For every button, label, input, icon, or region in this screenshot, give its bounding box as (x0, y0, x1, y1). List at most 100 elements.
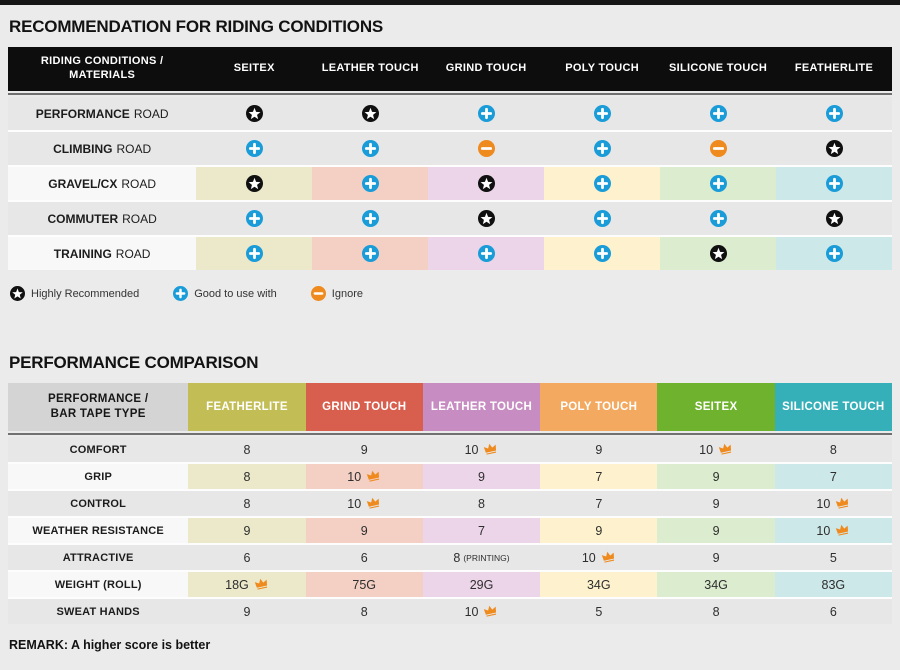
row-label: WEIGHT (ROLL) (8, 572, 189, 597)
plus-icon (825, 105, 843, 122)
plus-icon (709, 175, 727, 192)
score-cell: 9 (657, 491, 775, 516)
score-value: 9 (595, 523, 603, 538)
column-header-leather-touch: LEATHER TOUCH (422, 383, 541, 431)
rating-cell (544, 132, 661, 165)
column-header-poly-touch: POLY TOUCH (565, 62, 639, 75)
rating-cell (776, 167, 892, 200)
star-icon (477, 210, 495, 227)
column-header-grind-touch: GRIND TOUCH (445, 62, 527, 75)
score-cell: 9 (188, 518, 306, 543)
plus-icon (825, 175, 843, 192)
score-value: 9 (360, 442, 368, 457)
plus-icon (361, 140, 379, 157)
row-label: COMMUTER ROAD (8, 202, 197, 235)
score-cell: 10 (422, 437, 541, 462)
score-value: 9 (712, 469, 720, 484)
score-value: 9 (712, 550, 720, 565)
row-label: CLIMBING ROAD (8, 132, 197, 165)
score-value: 8 (453, 550, 461, 565)
row-label: ATTRACTIVE (8, 545, 189, 570)
plus-icon (593, 105, 611, 122)
score-suffix: (PRINTING) (463, 552, 510, 563)
rating-cell (776, 97, 892, 130)
row-label: SWEAT HANDS (8, 599, 189, 624)
column-header-poly-touch: POLY TOUCH (540, 383, 658, 431)
riding-row-commuter: COMMUTER ROAD (8, 202, 892, 235)
score-cell: 10 (774, 491, 892, 516)
score-cell: 9 (540, 518, 658, 543)
corner-header: PERFORMANCE / BAR TAPE TYPE (8, 383, 189, 431)
column-header-seitex: SEITEX (233, 62, 275, 75)
score-cell: 10 (305, 464, 423, 489)
score-value: 8 (360, 604, 368, 619)
score-cell: 8 (657, 599, 775, 624)
score-value: 5 (595, 604, 603, 619)
column-header-seitex: SEITEX (657, 383, 775, 431)
legend-label: Highly Recommended (31, 287, 140, 300)
performance-row-attractive: ATTRACTIVE 6 6 8 (PRINTING) 10 9 5 (8, 545, 892, 570)
rating-cell (660, 202, 777, 235)
plus-icon (709, 105, 727, 122)
score-cell: 10 (305, 491, 423, 516)
header-divider (8, 93, 892, 95)
score-cell: 8 (305, 599, 423, 624)
crown-icon (599, 549, 616, 565)
score-cell: 10 (540, 545, 658, 570)
crown-icon (482, 441, 499, 457)
plus-icon (245, 210, 263, 227)
riding-row-climbing: CLIMBING ROAD (8, 132, 892, 165)
plus-icon (709, 210, 727, 227)
recommendation-title: RECOMMENDATION FOR RIDING CONDITIONS (9, 17, 384, 36)
column-header-silicone-touch: SILICONE TOUCH (669, 62, 768, 75)
column-header-leather-touch: LEATHER TOUCH (321, 62, 419, 75)
score-cell: 8 (188, 437, 306, 462)
column-header-featherlite: FEATHERLITE (188, 383, 306, 431)
score-value: 10 (347, 496, 362, 511)
score-cell: 7 (540, 464, 658, 489)
score-cell: 9 (657, 464, 775, 489)
page-content: RECOMMENDATION FOR RIDING CONDITIONS RID… (0, 17, 900, 652)
row-label: PERFORMANCE ROAD (8, 97, 197, 130)
score-cell: 8 (422, 491, 541, 516)
score-cell: 75G (305, 572, 423, 597)
rating-cell (196, 237, 313, 270)
score-value: 29G (469, 577, 494, 592)
column-header-grind-touch: GRIND TOUCH (305, 383, 423, 431)
legend-item-highly-recommended: Highly Recommended (10, 286, 139, 301)
rating-cell (312, 167, 429, 200)
rating-cell (196, 202, 313, 235)
plus-icon (361, 175, 379, 192)
rating-cell (776, 202, 892, 235)
rating-cell (428, 97, 545, 130)
column-header-featherlite: FEATHERLITE (794, 62, 874, 75)
star-icon (245, 175, 263, 192)
score-value: 9 (478, 469, 485, 484)
score-value: 8 (243, 496, 251, 511)
legend-label: Good to use with (194, 287, 277, 300)
score-cell: 8 (188, 491, 306, 516)
rating-cell (544, 237, 661, 270)
score-value: 10 (699, 442, 714, 457)
score-value: 75G (352, 577, 377, 592)
plus-icon (825, 245, 843, 262)
score-cell: 9 (188, 599, 306, 624)
rating-cell (544, 202, 661, 235)
rating-cell (428, 237, 545, 270)
score-cell: 8 (PRINTING) (422, 545, 541, 570)
rating-cell (196, 167, 313, 200)
star-icon (825, 210, 843, 227)
crown-icon (365, 468, 382, 484)
rating-cell (428, 167, 545, 200)
score-cell: 9 (305, 518, 423, 543)
crown-icon (252, 576, 269, 592)
crown-icon (834, 522, 851, 538)
score-cell: 5 (774, 545, 892, 570)
score-cell: 34G (540, 572, 658, 597)
score-cell: 7 (422, 518, 541, 543)
plus-icon (593, 140, 611, 157)
score-value: 9 (360, 523, 368, 538)
performance-row-comfort: COMFORT 8 9 10 9 10 8 (8, 437, 892, 462)
score-value: 10 (816, 496, 831, 511)
star-icon (477, 175, 495, 192)
